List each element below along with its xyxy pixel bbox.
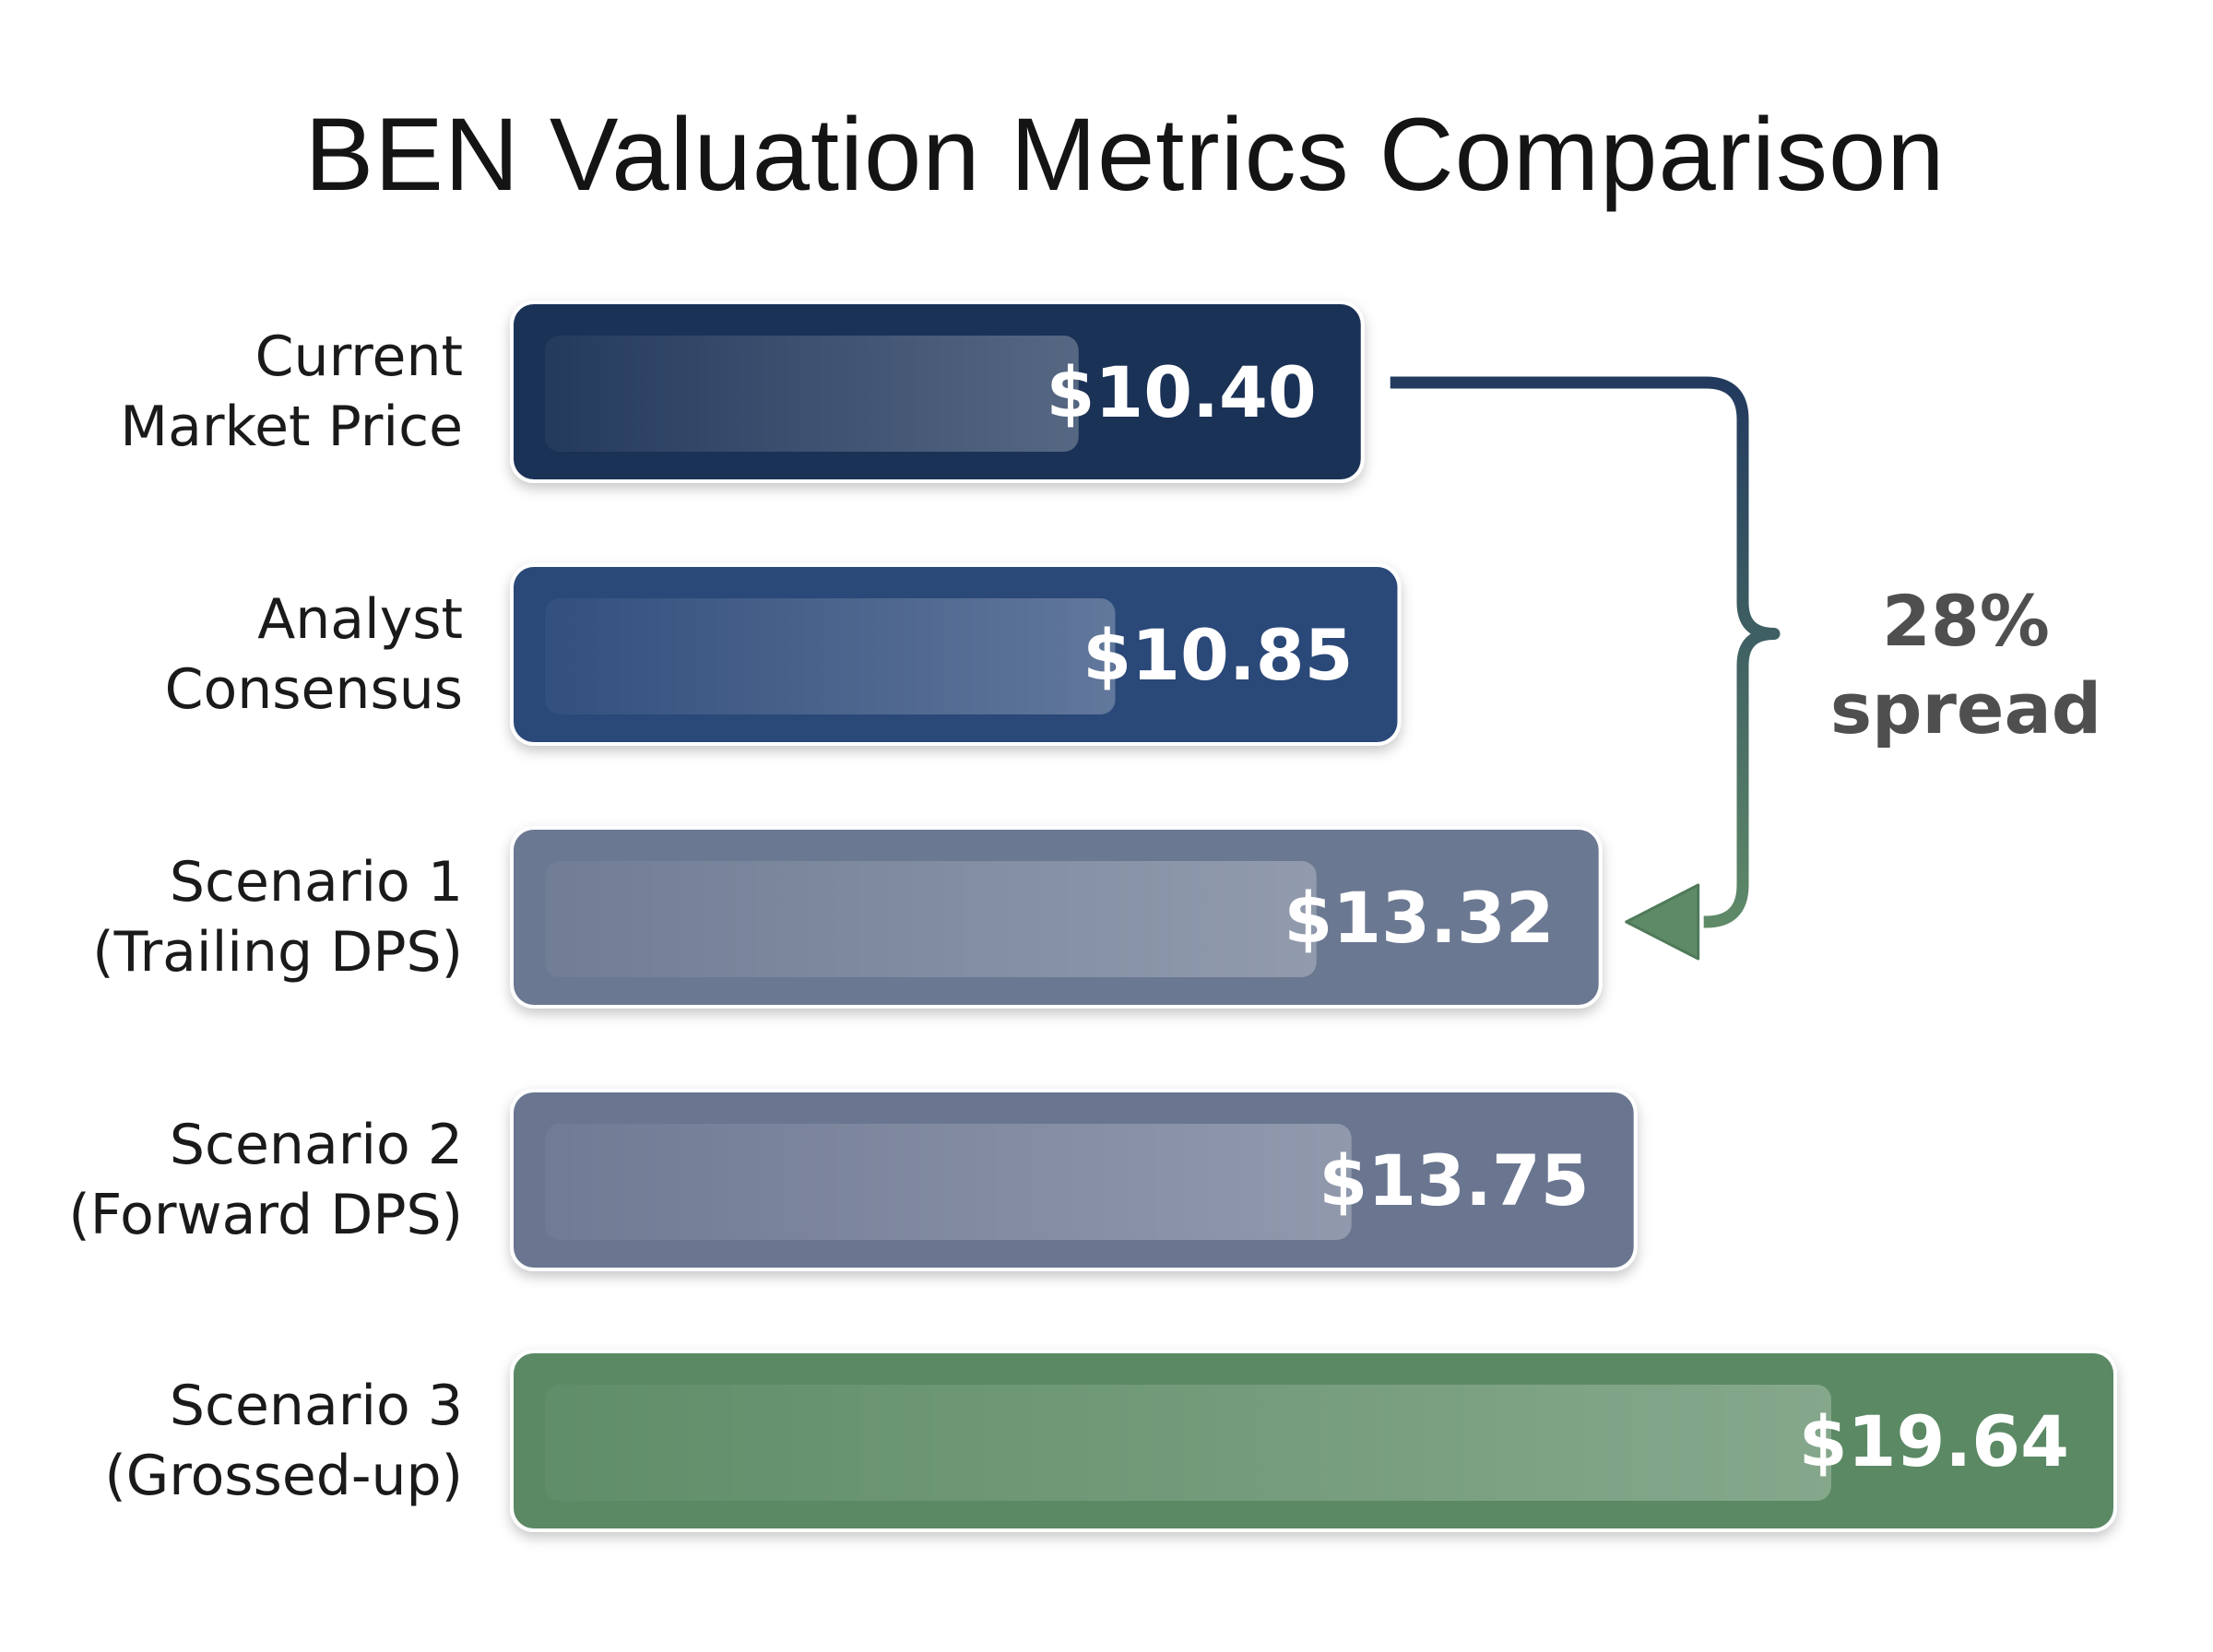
bar-group: $10.85 [510, 563, 1402, 746]
bar-sheen [545, 598, 1116, 714]
value-label: $10.40 [1046, 351, 1316, 433]
category-label: Scenario 1 [170, 850, 463, 914]
category-label: Consensus [165, 657, 463, 722]
category-label: Scenario 3 [170, 1374, 463, 1438]
value-label: $13.75 [1319, 1139, 1589, 1221]
spread-arrowhead-icon [1625, 883, 1700, 961]
bar-group: $13.32 [510, 826, 1603, 1009]
spread-annotation: 28%spread [1378, 371, 2101, 964]
bar-group: $10.40 [510, 301, 1365, 483]
category-label: Scenario 2 [170, 1113, 463, 1177]
bar-sheen [545, 1124, 1352, 1240]
category-label: Analyst [257, 587, 463, 652]
bars-layer: $10.40 $10.85 $13.32 $13.75 $19.64 [510, 301, 2117, 1532]
category-label: (Forward DPS) [68, 1183, 463, 1247]
bar-sheen [545, 1385, 1831, 1501]
category-label: (Trailing DPS) [92, 920, 463, 985]
value-label: $19.64 [1799, 1400, 2069, 1482]
bar-group: $13.75 [510, 1089, 1638, 1271]
chart-title: BEN Valuation Metrics Comparison [304, 97, 1945, 212]
category-label: (Grossed-up) [104, 1444, 463, 1508]
category-label: Market Price [120, 395, 463, 459]
spread-arrow-line [1390, 376, 1781, 928]
category-label: Current [255, 324, 463, 389]
value-label: $10.85 [1083, 614, 1353, 696]
bar-sheen [545, 336, 1079, 452]
bar-group: $19.64 [510, 1350, 2117, 1532]
value-label: $13.32 [1284, 877, 1554, 959]
bar-sheen [545, 861, 1317, 977]
spread-label: spread [1830, 667, 2101, 749]
spread-label: 28% [1882, 580, 2050, 662]
